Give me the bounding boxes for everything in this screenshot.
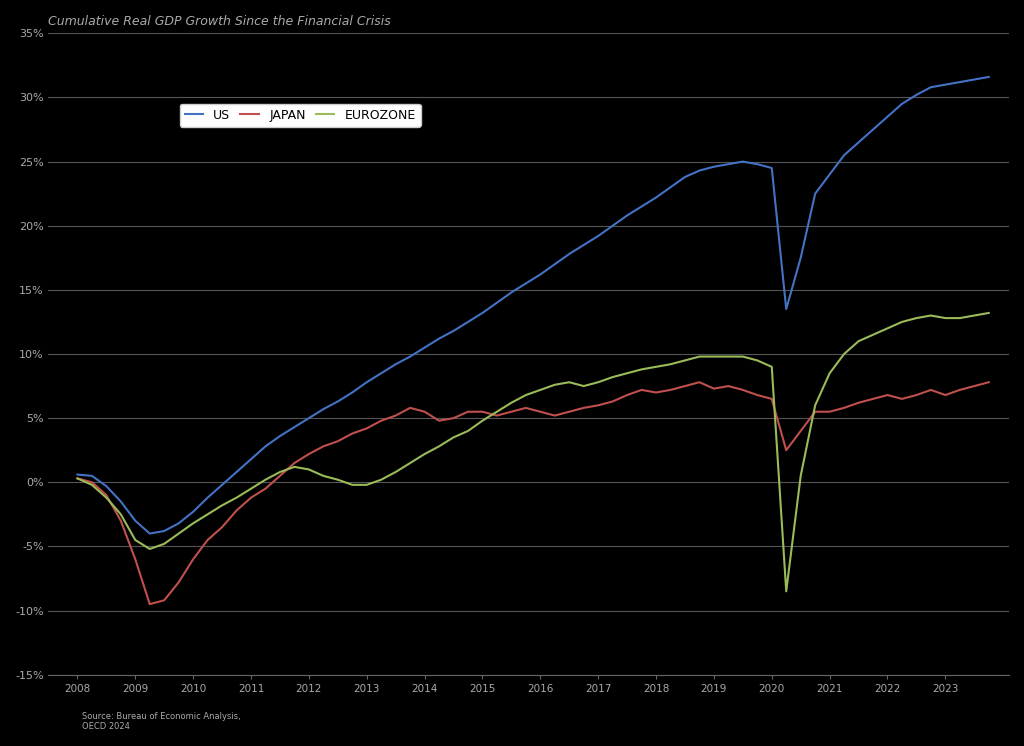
US xyxy=(143,529,156,538)
JAPAN xyxy=(679,382,691,391)
JAPAN xyxy=(535,407,547,416)
EUROZONE xyxy=(72,474,84,483)
Legend: US, JAPAN, EUROZONE: US, JAPAN, EUROZONE xyxy=(179,104,421,127)
JAPAN xyxy=(202,536,214,545)
JAPAN xyxy=(665,386,677,395)
Text: Source: Bureau of Economic Analysis,
OECD 2024: Source: Bureau of Economic Analysis, OEC… xyxy=(82,712,241,731)
US xyxy=(72,470,84,479)
EUROZONE xyxy=(447,433,460,442)
EUROZONE xyxy=(983,309,995,318)
US xyxy=(462,318,474,327)
JAPAN xyxy=(592,401,604,410)
JAPAN xyxy=(143,600,156,609)
US xyxy=(665,183,677,192)
Line: US: US xyxy=(78,77,989,533)
JAPAN xyxy=(462,407,474,416)
US xyxy=(202,493,214,502)
US xyxy=(679,172,691,181)
US xyxy=(535,270,547,279)
EUROZONE xyxy=(665,360,677,369)
EUROZONE xyxy=(650,363,663,372)
Line: JAPAN: JAPAN xyxy=(78,382,989,604)
US xyxy=(983,72,995,81)
EUROZONE xyxy=(780,587,793,596)
Line: EUROZONE: EUROZONE xyxy=(78,313,989,592)
EUROZONE xyxy=(520,391,532,400)
EUROZONE xyxy=(578,382,590,391)
JAPAN xyxy=(693,377,706,386)
US xyxy=(592,231,604,240)
Text: Cumulative Real GDP Growth Since the Financial Crisis: Cumulative Real GDP Growth Since the Fin… xyxy=(48,15,391,28)
JAPAN xyxy=(983,377,995,386)
JAPAN xyxy=(72,474,84,483)
EUROZONE xyxy=(187,518,200,527)
